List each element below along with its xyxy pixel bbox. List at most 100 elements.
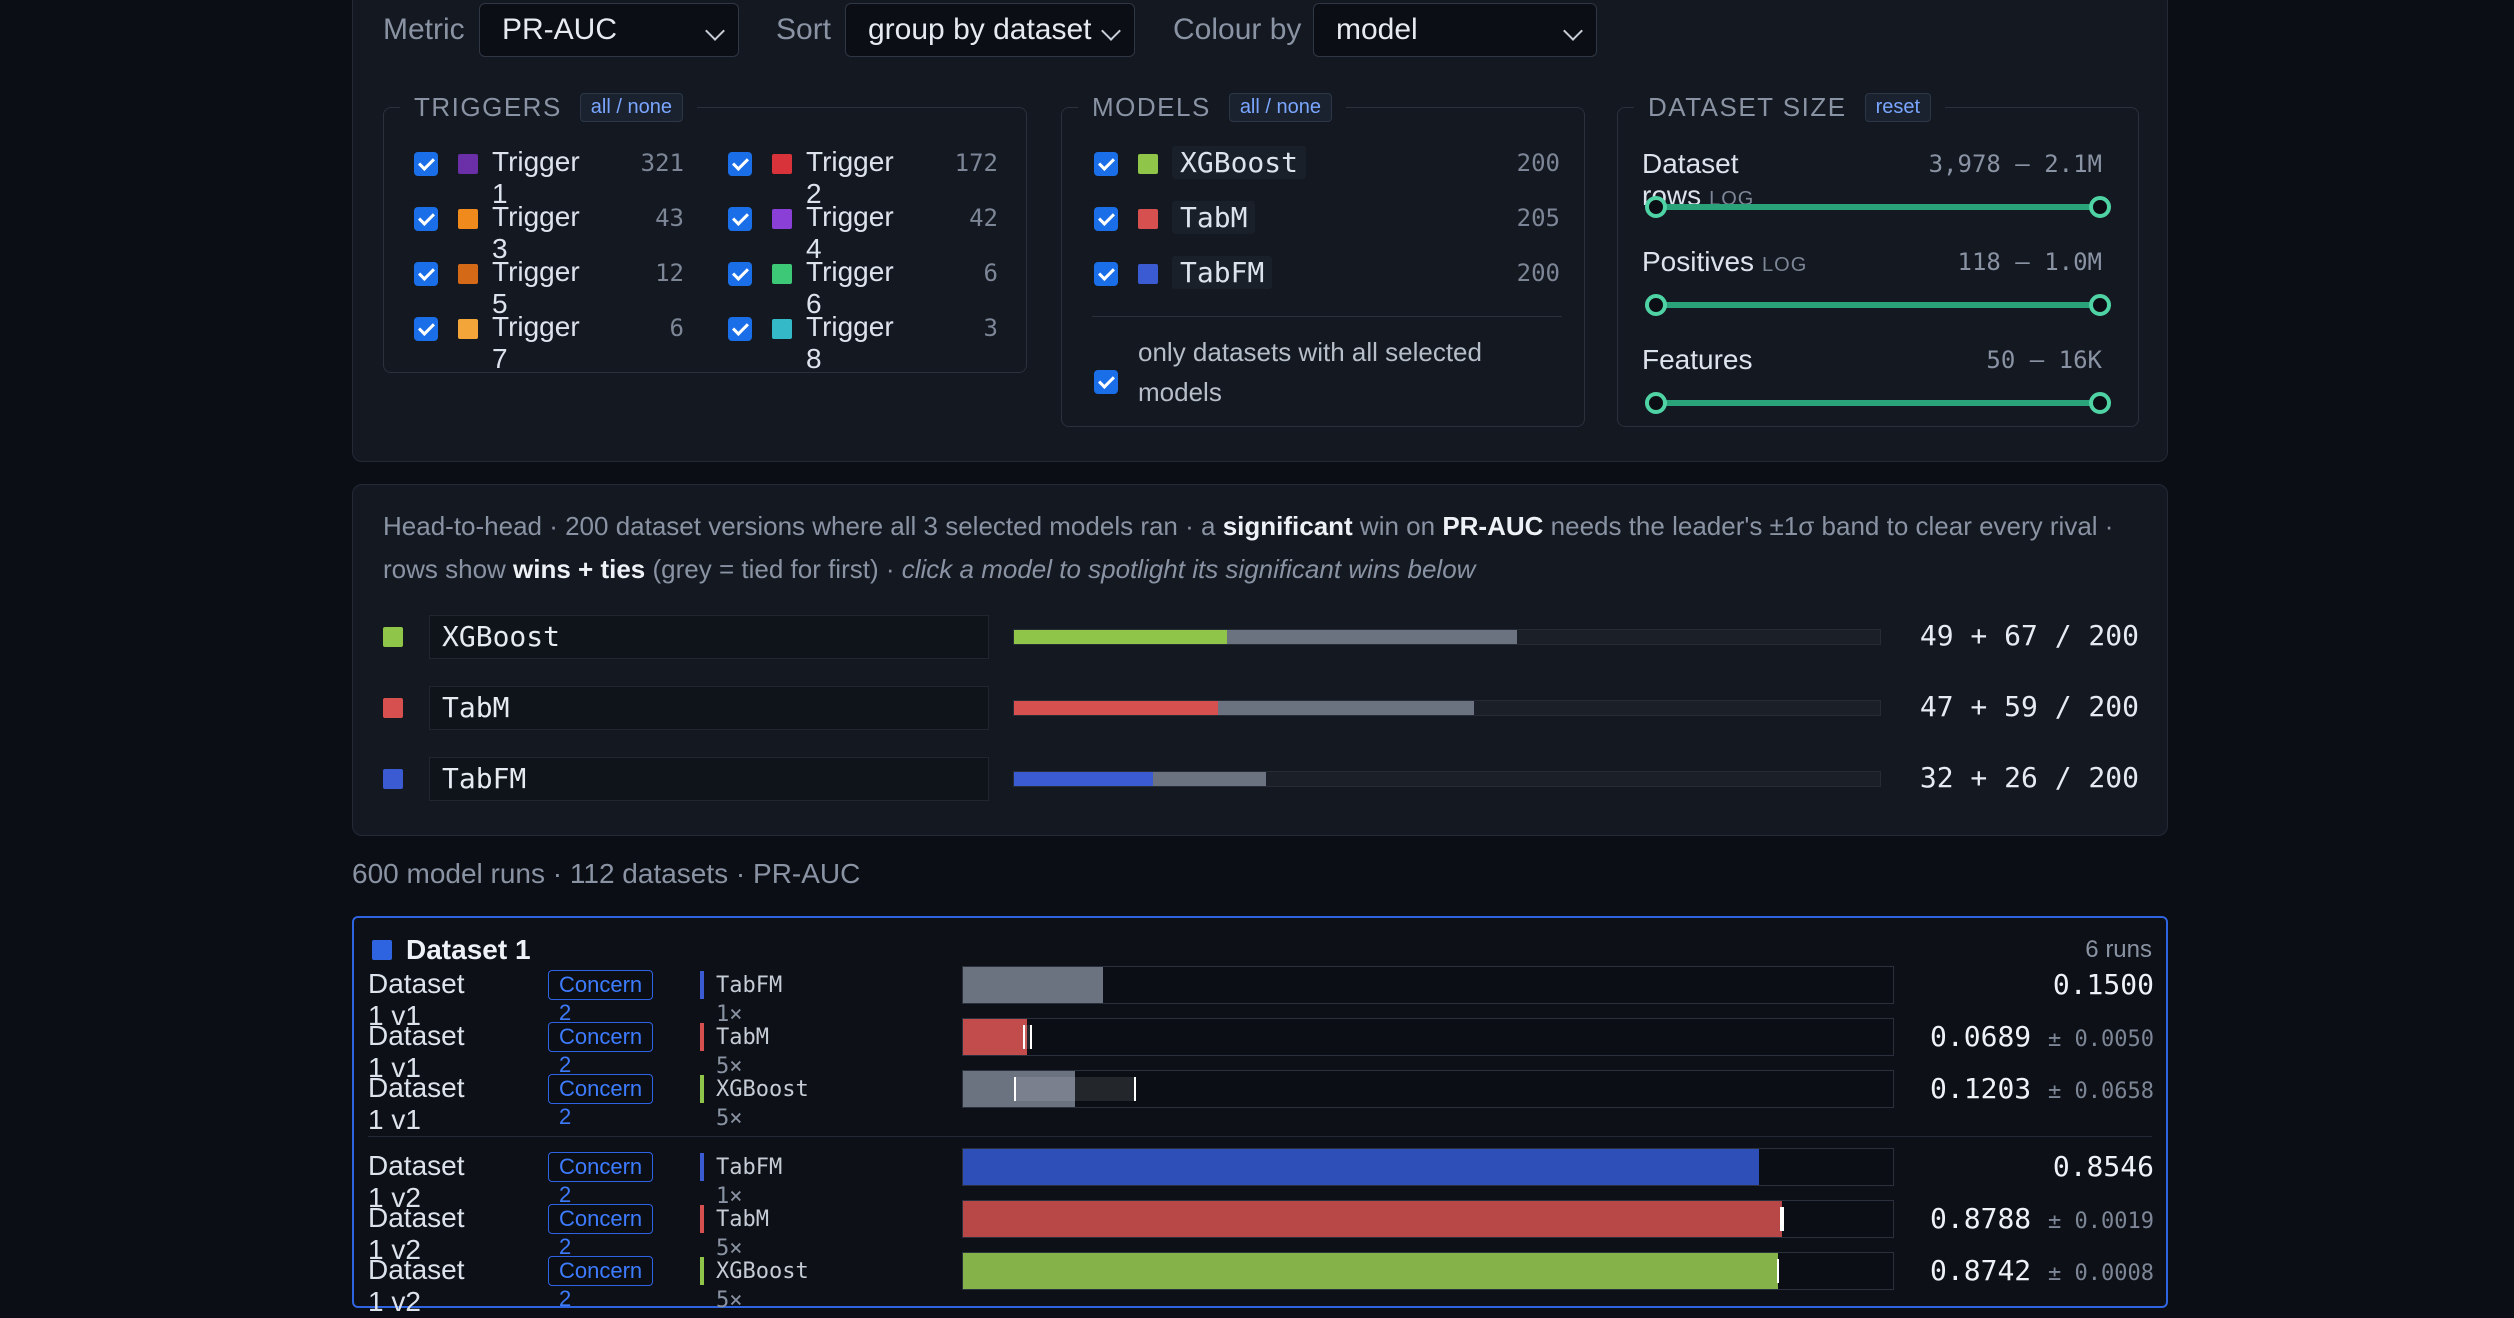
dataset-group-runs: 6 runs xyxy=(2085,936,2152,963)
divider xyxy=(1092,316,1562,317)
h2h-model-name[interactable]: TabFM xyxy=(429,757,989,801)
head-to-head-panel: Head-to-head · 200 dataset versions wher… xyxy=(352,484,2168,836)
models-fieldset: MODELS all / none XGBoost 200 TabM 205 TabFM… xyxy=(1061,92,1585,427)
run-score-bar xyxy=(962,1018,1894,1056)
run-score-sd: ± 0.0658 xyxy=(2048,1079,2154,1104)
run-score-fill xyxy=(963,1149,1760,1185)
run-score-bar xyxy=(962,966,1894,1004)
runs-summary: 600 model runs · 112 datasets · PR-AUC xyxy=(352,858,861,889)
chevron-down-icon xyxy=(705,21,725,41)
h2h-color-swatch xyxy=(383,698,403,718)
dataset-size-reset-button[interactable]: reset xyxy=(1864,93,1932,122)
slider-max-handle[interactable] xyxy=(2089,196,2111,218)
only-all-models-checkbox[interactable] xyxy=(1094,370,1118,394)
slider-label-text: Features xyxy=(1642,344,1753,375)
trigger-checkbox[interactable] xyxy=(414,152,438,176)
head-to-head-description: Head-to-head · 200 dataset versions wher… xyxy=(383,505,2143,591)
colour-select-value: model xyxy=(1336,13,1418,46)
h2h-wins-segment xyxy=(1014,701,1218,715)
run-repeat-count: 1× xyxy=(716,1002,743,1027)
dataset-size-title: DATASET SIZE xyxy=(1648,92,1847,122)
run-score-mean: 0.8788 xyxy=(1930,1202,2032,1235)
concern-badge[interactable]: Concern 2 xyxy=(548,1152,654,1207)
run-sd-low-tick xyxy=(1780,1207,1783,1231)
run-score-sd: ± 0.0050 xyxy=(2048,1027,2154,1052)
trigger-name: Trigger 8 xyxy=(806,311,894,374)
slider-max-handle[interactable] xyxy=(2089,294,2111,316)
h2h-model-name[interactable]: XGBoost xyxy=(429,615,989,659)
h2h-color-swatch xyxy=(383,627,403,647)
run-model-name: XGBoost xyxy=(716,1077,809,1102)
run-score-fill xyxy=(963,1201,1783,1237)
slider-min-handle[interactable] xyxy=(1645,392,1667,414)
desc-part: Head-to-head · 200 dataset versions wher… xyxy=(383,511,1223,541)
models-title: MODELS xyxy=(1092,92,1211,122)
run-repeat-count: 1× xyxy=(716,1184,743,1209)
run-score-bar xyxy=(962,1070,1894,1108)
trigger-checkbox[interactable] xyxy=(728,262,752,286)
log-scale-badge: LOG xyxy=(1762,254,1808,276)
trigger-checkbox[interactable] xyxy=(414,207,438,231)
model-name: XGBoost xyxy=(1172,146,1307,179)
trigger-name: Trigger 5 xyxy=(492,256,580,319)
slider-min-handle[interactable] xyxy=(1645,294,1667,316)
run-model-name: TabM xyxy=(716,1025,769,1050)
desc-metric: PR-AUC xyxy=(1442,511,1544,541)
run-model-name: TabM xyxy=(716,1207,769,1232)
trigger-count: 6 xyxy=(983,259,998,287)
model-count: 200 xyxy=(1516,259,1560,287)
slider-track[interactable] xyxy=(1656,400,2100,406)
triggers-title: TRIGGERS xyxy=(414,92,562,122)
trigger-checkbox[interactable] xyxy=(728,317,752,341)
run-sd-band xyxy=(1013,1077,1137,1101)
concern-badge[interactable]: Concern 2 xyxy=(548,1256,654,1311)
triggers-all-none-button[interactable]: all / none xyxy=(579,93,683,122)
trigger-color-swatch xyxy=(458,209,478,229)
desc-part: (grey = tied for first) · xyxy=(645,554,902,584)
model-name: TabFM xyxy=(1172,256,1273,289)
model-checkbox[interactable] xyxy=(1094,207,1118,231)
trigger-checkbox[interactable] xyxy=(728,152,752,176)
run-repeat-count: 5× xyxy=(716,1288,743,1313)
trigger-checkbox[interactable] xyxy=(728,207,752,231)
desc-part: needs the leader's ±1σ band to clear eve… xyxy=(383,511,2114,584)
trigger-checkbox[interactable] xyxy=(414,317,438,341)
metric-select[interactable]: PR-AUC xyxy=(479,3,739,57)
model-checkbox[interactable] xyxy=(1094,152,1118,176)
run-sd-band xyxy=(1022,1025,1032,1049)
concern-badge[interactable]: Concern 2 xyxy=(548,970,654,1025)
trigger-color-swatch xyxy=(772,209,792,229)
slider-track[interactable] xyxy=(1656,204,2100,210)
concern-badge[interactable]: Concern 2 xyxy=(548,1022,654,1077)
run-score-value: 0.8742 ± 0.0008 xyxy=(1914,1254,2154,1287)
controls-panel: Metric PR-AUC Sort group by dataset Colo… xyxy=(352,0,2168,462)
run-score-mean: 0.1500 xyxy=(2052,968,2154,1001)
slider-track[interactable] xyxy=(1656,302,2100,308)
desc-significant: significant xyxy=(1222,511,1353,541)
h2h-score: 49 + 67 / 200 xyxy=(1919,619,2139,652)
desc-hint: click a model to spotlight its significa… xyxy=(901,554,1476,584)
concern-badge[interactable]: Concern 2 xyxy=(548,1204,654,1259)
models-all-none-button[interactable]: all / none xyxy=(1228,93,1332,122)
run-sd-low-tick xyxy=(1022,1025,1025,1049)
h2h-bar xyxy=(1013,629,1881,645)
run-score-fill xyxy=(963,967,1103,1003)
slider-min-handle[interactable] xyxy=(1645,196,1667,218)
trigger-count: 43 xyxy=(655,204,684,232)
trigger-checkbox[interactable] xyxy=(414,262,438,286)
concern-badge[interactable]: Concern 2 xyxy=(548,1074,654,1129)
model-checkbox[interactable] xyxy=(1094,262,1118,286)
chevron-down-icon xyxy=(1563,21,1583,41)
run-repeat-count: 5× xyxy=(716,1106,743,1131)
h2h-color-swatch xyxy=(383,769,403,789)
h2h-model-name[interactable]: TabM xyxy=(429,686,989,730)
run-version-label: Dataset 1 v1 xyxy=(368,1020,465,1083)
sort-select[interactable]: group by dataset xyxy=(845,3,1135,57)
run-score-bar xyxy=(962,1200,1894,1238)
colour-select[interactable]: model xyxy=(1313,3,1597,57)
slider-max-handle[interactable] xyxy=(2089,392,2111,414)
run-score-fill xyxy=(963,1253,1778,1289)
trigger-color-swatch xyxy=(772,319,792,339)
run-model-name: XGBoost xyxy=(716,1259,809,1284)
dataset-group-card[interactable]: Dataset 1 6 runs Dataset 1 v1 Concern 2 Ta… xyxy=(352,916,2168,1317)
